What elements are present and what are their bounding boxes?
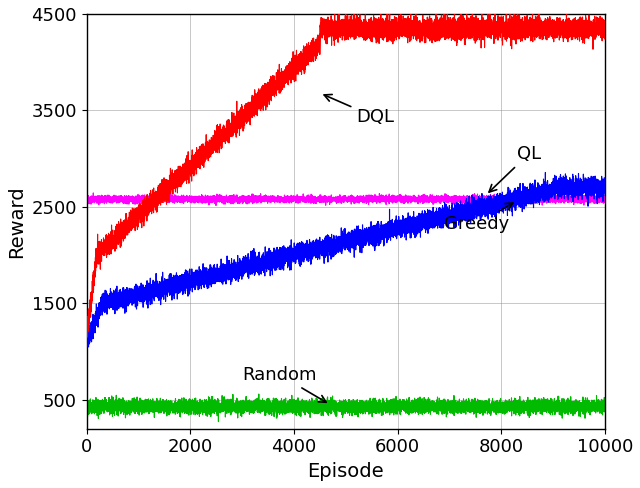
Text: QL: QL <box>489 145 541 192</box>
Text: Greedy: Greedy <box>444 203 513 233</box>
Text: Random: Random <box>242 366 326 402</box>
Y-axis label: Reward: Reward <box>7 185 26 258</box>
Text: DQL: DQL <box>324 95 394 126</box>
X-axis label: Episode: Episode <box>307 462 384 481</box>
